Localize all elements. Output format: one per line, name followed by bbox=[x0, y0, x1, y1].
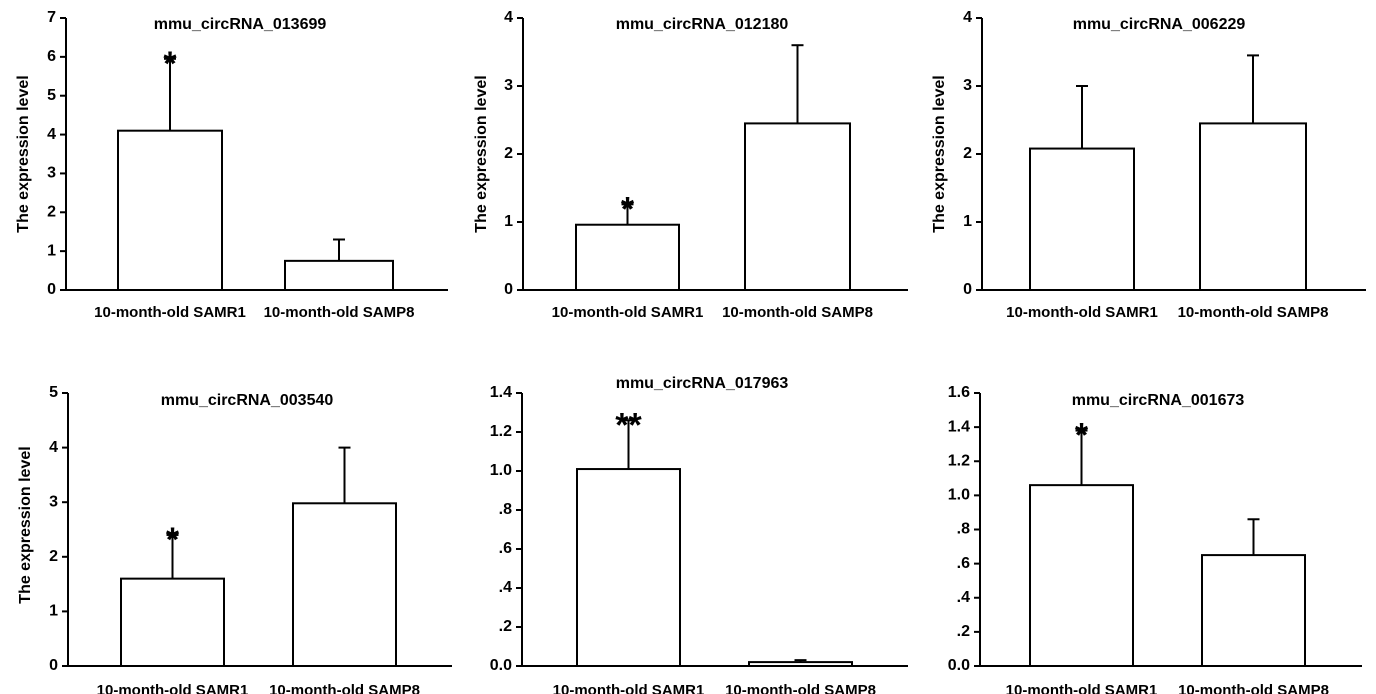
y-axis-label: The expression level bbox=[473, 75, 490, 232]
y-tick-label: 4 bbox=[504, 9, 513, 26]
chart-panel: mmu_circRNA_013699 The expression level 0 1… bbox=[15, 9, 448, 321]
y-tick-label: .8 bbox=[957, 521, 970, 538]
bar bbox=[576, 468, 681, 667]
y-tick-label: 3 bbox=[504, 77, 513, 94]
y-tick-label: 1 bbox=[47, 242, 56, 259]
y-axis-label: The expression level bbox=[17, 446, 34, 603]
y-tick-label: 2 bbox=[504, 145, 513, 162]
y-tick-label: 4 bbox=[49, 439, 58, 456]
y-tick-label: .8 bbox=[499, 501, 512, 518]
y-tick-label: 0.0 bbox=[948, 657, 970, 674]
y-tick-label: 2 bbox=[47, 204, 56, 221]
y-tick-label: 0 bbox=[504, 281, 513, 298]
y-tick-label: 1.4 bbox=[948, 418, 970, 435]
y-tick-label: 1 bbox=[49, 603, 58, 620]
chart-title: mmu_circRNA_006229 bbox=[1073, 16, 1246, 33]
bar bbox=[1201, 554, 1306, 667]
significance-marker: * bbox=[163, 45, 177, 83]
x-category-label: 10-month-old SAMR1 bbox=[553, 682, 705, 694]
y-tick-label: .2 bbox=[957, 623, 970, 640]
chart-title: mmu_circRNA_012180 bbox=[616, 16, 789, 33]
bar bbox=[1029, 484, 1134, 668]
bar bbox=[292, 502, 397, 667]
y-tick-label: 5 bbox=[47, 87, 56, 104]
bar bbox=[120, 577, 225, 668]
y-tick-label: 0 bbox=[47, 281, 56, 298]
y-tick-label: 4 bbox=[963, 9, 972, 26]
x-category-label: 10-month-old SAMR1 bbox=[552, 304, 704, 321]
x-category-label: 10-month-old SAMP8 bbox=[264, 304, 415, 321]
bar bbox=[117, 129, 223, 291]
x-category-label: 10-month-old SAMP8 bbox=[725, 682, 876, 694]
y-tick-label: 1.0 bbox=[490, 462, 512, 479]
x-category-label: 10-month-old SAMR1 bbox=[1006, 304, 1158, 321]
bar bbox=[575, 223, 680, 291]
bar bbox=[744, 122, 851, 292]
y-tick-label: 1.0 bbox=[948, 487, 970, 504]
y-tick-label: 3 bbox=[963, 77, 972, 94]
y-tick-label: .4 bbox=[957, 589, 970, 606]
chart-panel: mmu_circRNA_003540 The expression level 0 1… bbox=[17, 384, 452, 694]
y-tick-label: 7 bbox=[47, 9, 56, 26]
significance-marker: ** bbox=[615, 406, 642, 444]
chart-title: mmu_circRNA_003540 bbox=[161, 392, 334, 409]
chart-panel: mmu_circRNA_006229 The expression level 0 1… bbox=[931, 9, 1366, 321]
y-tick-label: 2 bbox=[49, 548, 58, 565]
y-axis-label: The expression level bbox=[931, 75, 948, 232]
y-axis-label: The expression level bbox=[15, 75, 32, 232]
y-tick-label: 3 bbox=[49, 493, 58, 510]
y-tick-label: 1.2 bbox=[948, 452, 970, 469]
bar bbox=[1199, 122, 1307, 292]
y-tick-label: 1.6 bbox=[948, 384, 970, 401]
x-category-label: 10-month-old SAMR1 bbox=[97, 682, 249, 694]
y-tick-label: 5 bbox=[49, 384, 58, 401]
y-tick-label: 2 bbox=[963, 145, 972, 162]
x-category-label: 10-month-old SAMP8 bbox=[722, 304, 873, 321]
x-category-label: 10-month-old SAMP8 bbox=[1178, 304, 1329, 321]
bar bbox=[284, 259, 394, 292]
y-tick-label: .6 bbox=[499, 540, 512, 557]
y-tick-label: 1.4 bbox=[490, 384, 512, 401]
y-tick-label: 4 bbox=[47, 126, 56, 143]
chart-title: mmu_circRNA_001673 bbox=[1072, 392, 1245, 409]
chart-panel: mmu_circRNA_012180 The expression level 0 1… bbox=[473, 9, 908, 321]
y-tick-label: 1.2 bbox=[490, 423, 512, 440]
significance-marker: * bbox=[621, 190, 635, 228]
y-tick-label: 6 bbox=[47, 48, 56, 65]
x-category-label: 10-month-old SAMR1 bbox=[94, 304, 246, 321]
y-tick-label: .4 bbox=[499, 579, 512, 596]
chart-title: mmu_circRNA_017963 bbox=[616, 375, 789, 392]
y-tick-label: 0.0 bbox=[490, 657, 512, 674]
significance-marker: * bbox=[166, 521, 180, 559]
chart-panel: mmu_circRNA_001673 0.0 .2 .4 .6 .8 1.0 1.2 1.4 1.… bbox=[948, 384, 1362, 694]
y-tick-label: 0 bbox=[49, 657, 58, 674]
chart-title: mmu_circRNA_013699 bbox=[154, 16, 327, 33]
y-tick-label: 3 bbox=[47, 165, 56, 182]
bar bbox=[748, 661, 853, 667]
y-tick-label: .6 bbox=[957, 555, 970, 572]
bar bbox=[1029, 147, 1135, 291]
significance-marker: * bbox=[1075, 417, 1089, 455]
x-category-label: 10-month-old SAMR1 bbox=[1006, 682, 1158, 694]
y-tick-label: 0 bbox=[963, 281, 972, 298]
x-category-label: 10-month-old SAMP8 bbox=[269, 682, 420, 694]
y-tick-label: 1 bbox=[963, 213, 972, 230]
chart-panel: mmu_circRNA_017963 0.0 .2 .4 .6 .8 1.0 1.2 1.4 10… bbox=[490, 375, 908, 694]
y-tick-label: .2 bbox=[499, 618, 512, 635]
x-category-label: 10-month-old SAMP8 bbox=[1178, 682, 1329, 694]
y-tick-label: 1 bbox=[504, 213, 513, 230]
